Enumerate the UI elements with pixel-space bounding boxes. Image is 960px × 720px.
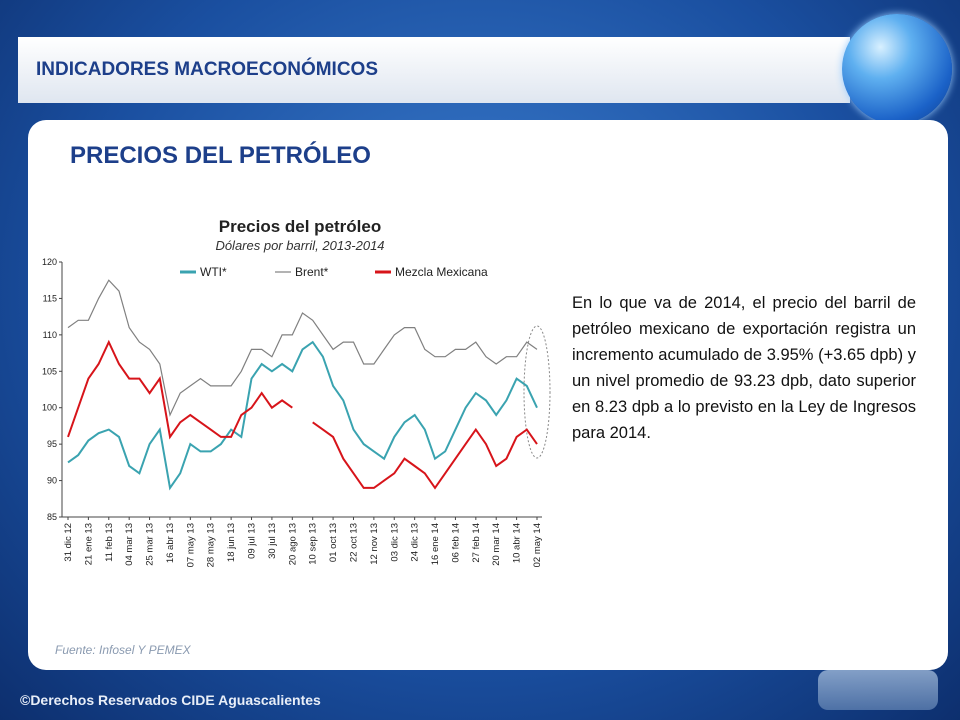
header-bar: INDICADORES MACROECONÓMICOS: [18, 37, 850, 103]
chart-title: Precios del petróleo: [219, 217, 382, 236]
y-tick-label: 100: [42, 403, 57, 413]
header-title: INDICADORES MACROECONÓMICOS: [36, 59, 379, 80]
x-tick-label: 16 ene 14: [430, 523, 441, 565]
x-tick-label: 10 sep 13: [308, 523, 319, 565]
x-tick-label: 30 jul 13: [267, 523, 278, 559]
y-tick-label: 115: [43, 293, 57, 303]
x-tick-label: 10 abr 14: [512, 523, 523, 563]
series-line: [67, 279, 538, 417]
legend-label: Mezcla Mexicana: [395, 265, 488, 279]
x-tick-label: 20 ago 13: [287, 523, 298, 565]
series-line: [67, 340, 538, 491]
content-panel: [28, 120, 948, 670]
x-tick-label: 22 oct 13: [348, 523, 359, 562]
legend-label: Brent*: [295, 265, 329, 279]
x-tick-label: 24 dic 13: [410, 523, 421, 562]
y-tick-label: 90: [47, 476, 57, 486]
x-tick-label: 09 jul 13: [247, 523, 258, 559]
y-tick-label: 95: [47, 439, 57, 449]
x-tick-label: 20 mar 14: [491, 523, 502, 566]
highlight-ellipse: [523, 325, 551, 459]
x-tick-label: 12 nov 13: [369, 523, 380, 565]
x-tick-label: 03 dic 13: [389, 523, 400, 562]
y-tick-label: 85: [47, 512, 57, 522]
y-tick-label: 110: [43, 330, 57, 340]
x-tick-label: 04 mar 13: [124, 523, 135, 566]
x-tick-label: 11 feb 13: [104, 523, 115, 562]
x-tick-label: 25 mar 13: [145, 523, 156, 566]
footer: ©Derechos Reservados CIDE Aguascalientes: [20, 692, 321, 708]
x-tick-label: 28 may 13: [206, 523, 217, 567]
globe: [842, 14, 952, 124]
logo: [818, 670, 938, 710]
x-tick-label: 16 abr 13: [165, 523, 176, 563]
chart-subtitle: Dólares por barril, 2013-2014: [215, 238, 384, 253]
source: Fuente: Infosel Y PEMEX: [55, 643, 191, 657]
x-tick-label: 31 dic 12: [63, 523, 74, 562]
paragraph: En lo que va de 2014, el precio del barr…: [572, 294, 916, 442]
y-tick-label: 105: [42, 366, 57, 376]
y-tick-label: 120: [42, 257, 57, 267]
x-tick-label: 06 feb 14: [450, 523, 461, 563]
x-tick-label: 18 jun 13: [226, 523, 237, 562]
x-tick-label: 07 may 13: [185, 523, 196, 567]
x-tick-label: 02 may 14: [532, 523, 543, 567]
x-tick-label: 27 feb 14: [471, 523, 482, 563]
x-tick-label: 01 oct 13: [328, 523, 339, 562]
x-tick-label: 21 ene 13: [83, 523, 94, 565]
series-line: [67, 339, 538, 490]
heading: PRECIOS DEL PETRÓLEO: [70, 142, 371, 169]
legend-label: WTI*: [200, 265, 227, 279]
